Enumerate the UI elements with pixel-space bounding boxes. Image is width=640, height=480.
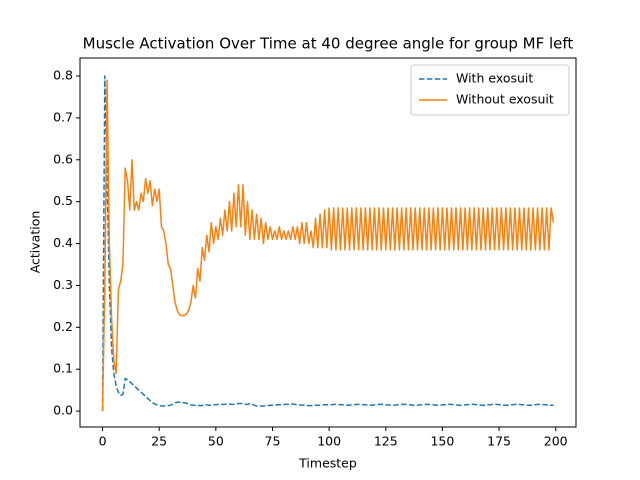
legend-label: Without exosuit [456,92,554,107]
x-tick-label: 50 [208,434,224,449]
chart-title: Muscle Activation Over Time at 40 degree… [83,35,574,53]
y-tick-label: 0.1 [53,361,73,376]
x-tick-label: 200 [544,434,568,449]
y-tick-label: 0.7 [53,109,73,124]
y-tick-label: 0.0 [53,403,73,418]
y-tick-label: 0.8 [53,68,73,83]
y-tick-label: 0.2 [53,319,73,334]
x-tick-label: 150 [430,434,454,449]
y-tick-label: 0.6 [53,151,73,166]
y-tick-label: 0.5 [53,193,73,208]
legend: With exosuit Without exosuit [410,64,570,116]
data-line [101,75,554,412]
x-tick-label: 75 [265,434,281,449]
legend-label: With exosuit [456,71,533,86]
x-tick-label: 25 [151,434,167,449]
x-tick-label: 100 [317,434,341,449]
x-tick-label: 175 [487,434,511,449]
legend-box [410,64,570,116]
x-tick-label: 0 [99,434,107,449]
y-tick-label: 0.3 [53,277,73,292]
data-line [101,79,555,412]
plot-frame [79,57,577,428]
y-tick-label: 0.4 [53,235,73,250]
x-axis-label: Timestep [298,456,357,471]
y-axis-label: Activation [28,211,43,274]
x-tick-label: 125 [374,434,398,449]
